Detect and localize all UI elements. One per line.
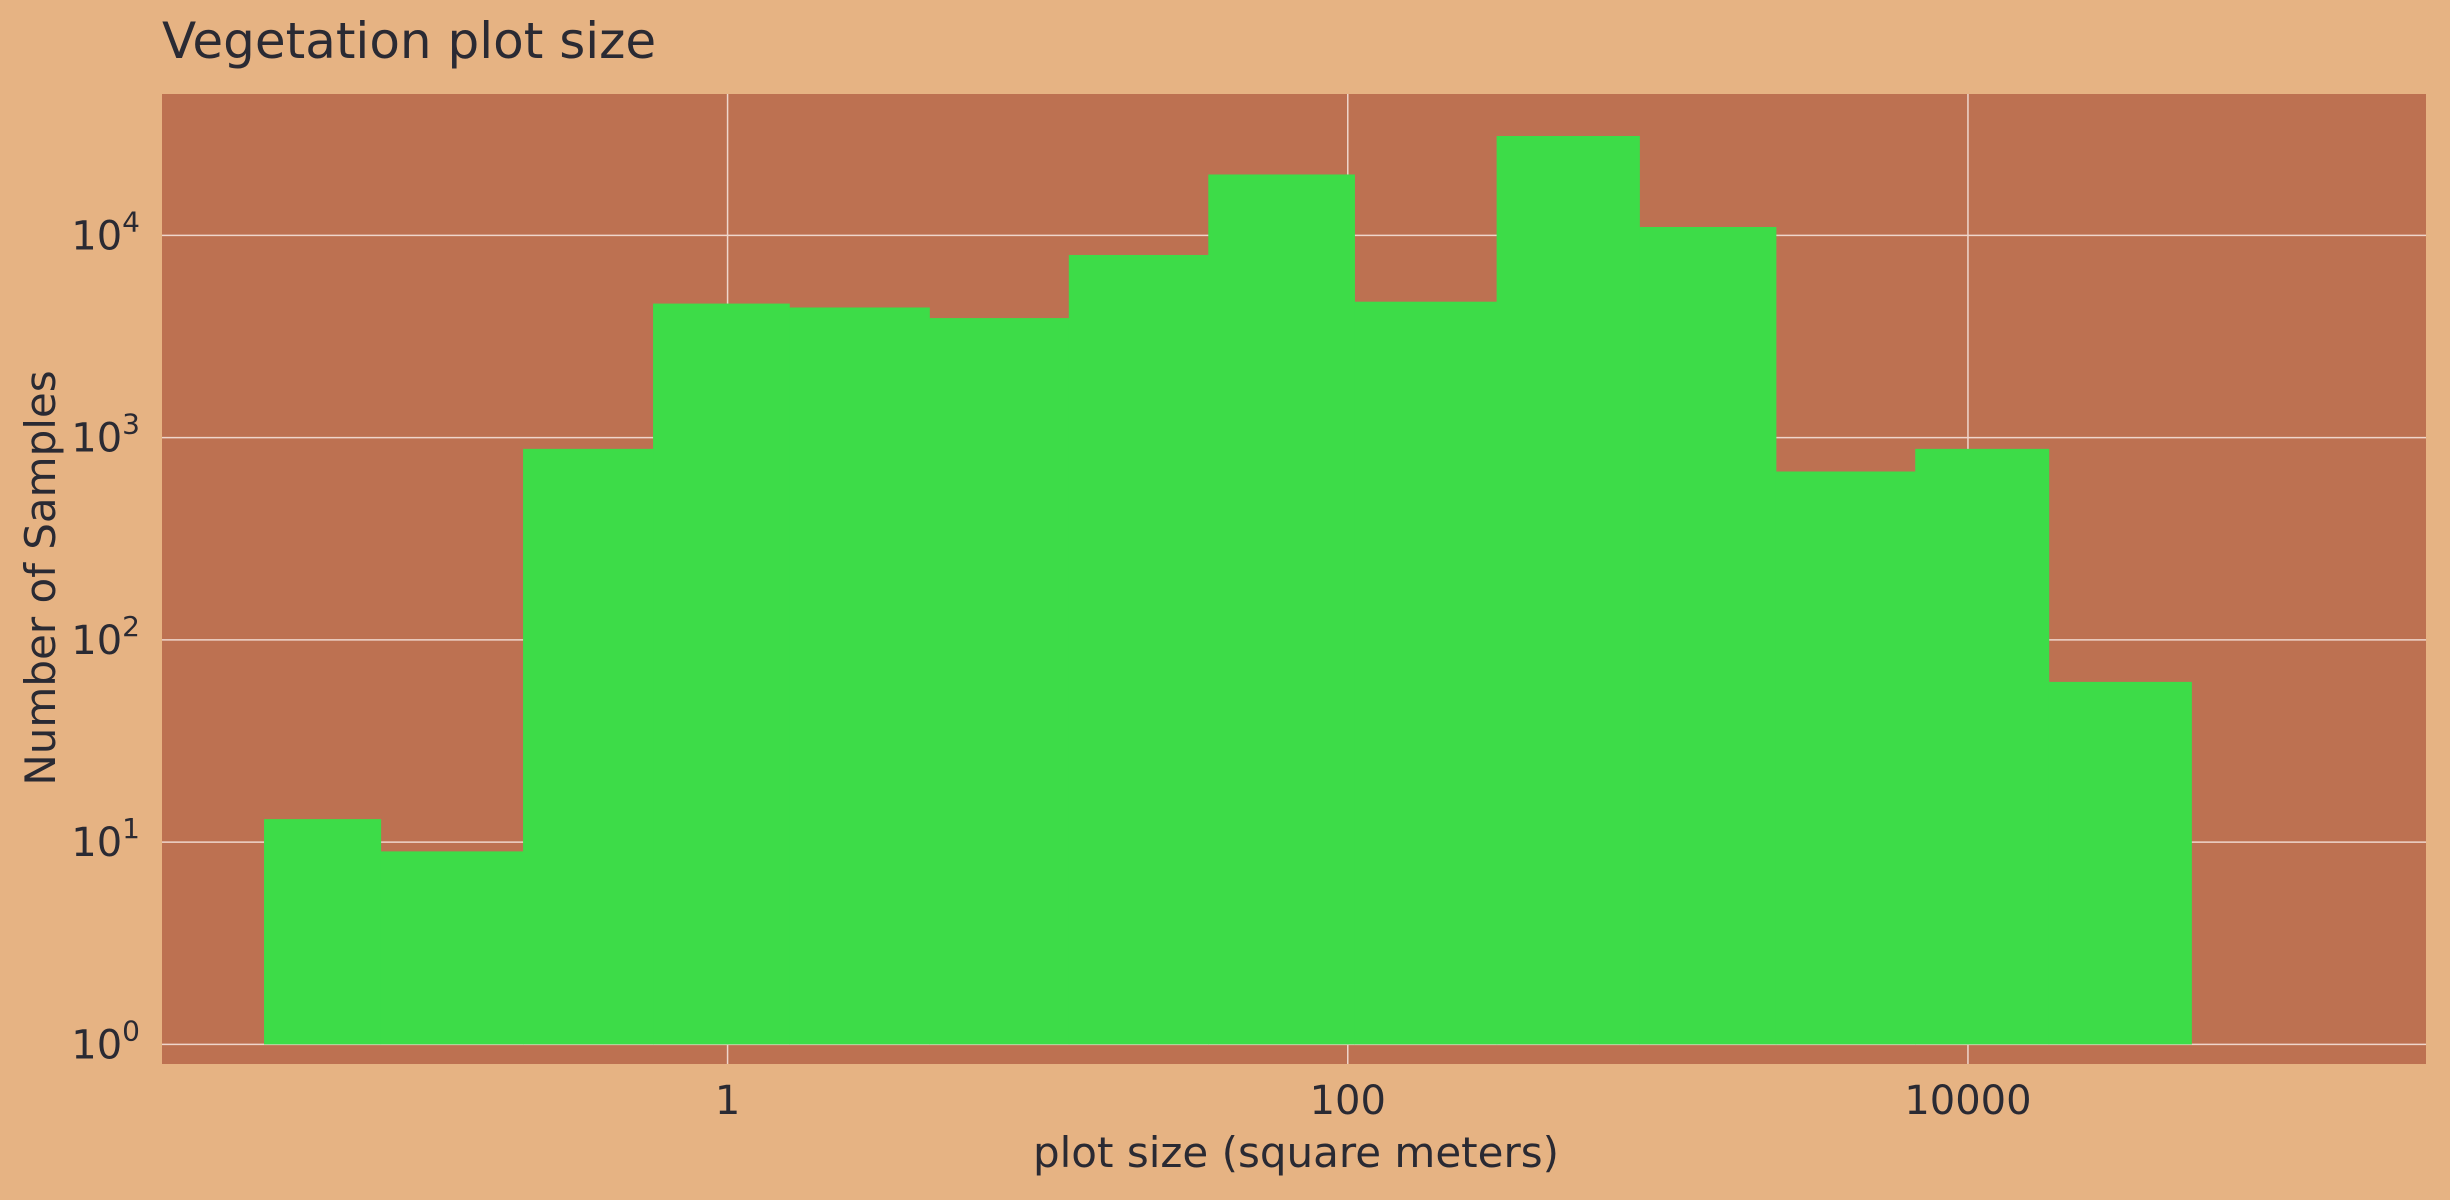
y-tick-label-3: 103 [71,408,140,462]
histogram-bar-13 [2048,681,2192,1045]
x-tick-label-2: 10000 [1904,1078,2031,1124]
histogram-bar-1 [380,851,524,1045]
y-axis-ticks: 100 101 102 103 104 [71,205,140,1068]
histogram-bar-5 [929,318,1070,1045]
histogram-bar-12 [1915,448,2050,1045]
x-axis-ticks: 1 100 10000 [715,1078,2032,1124]
x-tick-label-1: 100 [1310,1078,1386,1124]
histogram-bar-11 [1775,471,1916,1045]
y-tick-label-4: 104 [71,205,140,259]
y-tick-label-2: 102 [71,610,140,664]
histogram-bars [264,135,2192,1045]
histogram-bar-0 [264,819,382,1045]
x-tick-label-0: 1 [715,1078,740,1124]
histogram-bar-9 [1496,135,1640,1045]
histogram-bar-6 [1068,254,1209,1045]
histogram-bar-4 [789,307,930,1045]
x-axis-label: plot size (square meters) [1033,1128,1559,1177]
histogram-bar-7 [1208,174,1355,1045]
histogram-bar-10 [1639,226,1777,1045]
histogram-bar-3 [653,303,790,1045]
histogram-bar-8 [1354,301,1498,1045]
y-tick-label-1: 101 [71,812,140,866]
y-tick-label-0: 100 [71,1014,140,1068]
chart-title: Vegetation plot size [162,12,656,70]
histogram-bar-2 [523,448,654,1045]
y-axis-label: Number of Samples [16,370,65,785]
